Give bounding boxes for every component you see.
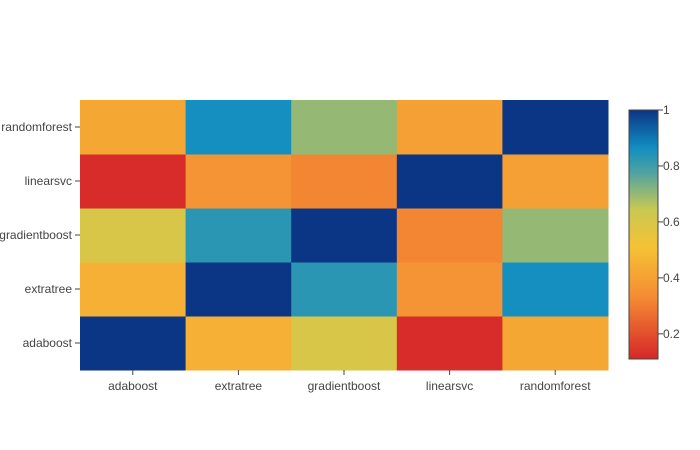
- y-tick-label-adaboost: adaboost: [23, 336, 73, 350]
- heatmap-cell-linearsvc-linearsvc: [396, 154, 503, 209]
- heatmap-cell-adaboost-adaboost: [80, 316, 187, 371]
- heatmap-cell-randomforest-adaboost: [80, 100, 187, 155]
- x-tick-label-randomforest: randomforest: [520, 379, 591, 393]
- heatmap-cell-linearsvc-randomforest: [502, 154, 609, 209]
- heatmap-cell-linearsvc-adaboost: [80, 154, 187, 209]
- heatmap-cell-randomforest-extratree: [185, 100, 292, 155]
- heatmap-cell-randomforest-gradientboost: [291, 100, 398, 155]
- heatmap-cell-extratree-adaboost: [80, 262, 187, 317]
- colorbar-tick-label: 0.4: [663, 271, 680, 285]
- colorbar: 0.2 0.4 0.6 0.8 1: [628, 103, 680, 360]
- x-tick-label-extratree: extratree: [215, 379, 263, 393]
- heatmap-cell-gradientboost-extratree: [185, 208, 292, 263]
- colorbar-tick-label: 0.6: [663, 215, 680, 229]
- heatmap-cell-linearsvc-extratree: [185, 154, 292, 209]
- y-tick-label-linearsvc: linearsvc: [25, 174, 72, 188]
- colorbar-tick-label: 1: [663, 103, 670, 117]
- y-tick-label-randomforest: randomforest: [1, 120, 72, 134]
- y-axis: adaboost extratree gradientboost linearsvc r…: [0, 120, 80, 350]
- colorbar-gradient: [628, 109, 659, 360]
- heatmap-cell-adaboost-randomforest: [502, 316, 609, 371]
- heatmap-cell-gradientboost-gradientboost: [291, 208, 398, 263]
- heatmap-cell-adaboost-gradientboost: [291, 316, 398, 371]
- x-axis: adaboost extratree gradientboost linearsvc r…: [108, 370, 591, 393]
- colorbar-tick-label: 0.2: [663, 327, 680, 341]
- heatmap-cell-adaboost-linearsvc: [396, 316, 503, 371]
- y-tick-label-gradientboost: gradientboost: [0, 228, 73, 242]
- y-tick-label-extratree: extratree: [25, 282, 73, 296]
- x-tick-label-linearsvc: linearsvc: [426, 379, 473, 393]
- heatmap-cell-adaboost-extratree: [185, 316, 292, 371]
- heatmap-cell-gradientboost-linearsvc: [396, 208, 503, 263]
- heatmap-cell-linearsvc-gradientboost: [291, 154, 398, 209]
- heatmap-cell-gradientboost-adaboost: [80, 208, 187, 263]
- heatmap-cell-extratree-extratree: [185, 262, 292, 317]
- x-tick-label-gradientboost: gradientboost: [308, 379, 381, 393]
- heatmap-cell-extratree-linearsvc: [396, 262, 503, 317]
- heatmap-cell-extratree-randomforest: [502, 262, 609, 317]
- x-tick-label-adaboost: adaboost: [108, 379, 158, 393]
- heatmap-cell-randomforest-randomforest: [502, 100, 609, 155]
- heatmap-cell-gradientboost-randomforest: [502, 208, 609, 263]
- heatmap-cell-randomforest-linearsvc: [396, 100, 503, 155]
- heatmap-cell-extratree-gradientboost: [291, 262, 398, 317]
- colorbar-tick-label: 0.8: [663, 159, 680, 173]
- heatmap-cells: [80, 100, 609, 371]
